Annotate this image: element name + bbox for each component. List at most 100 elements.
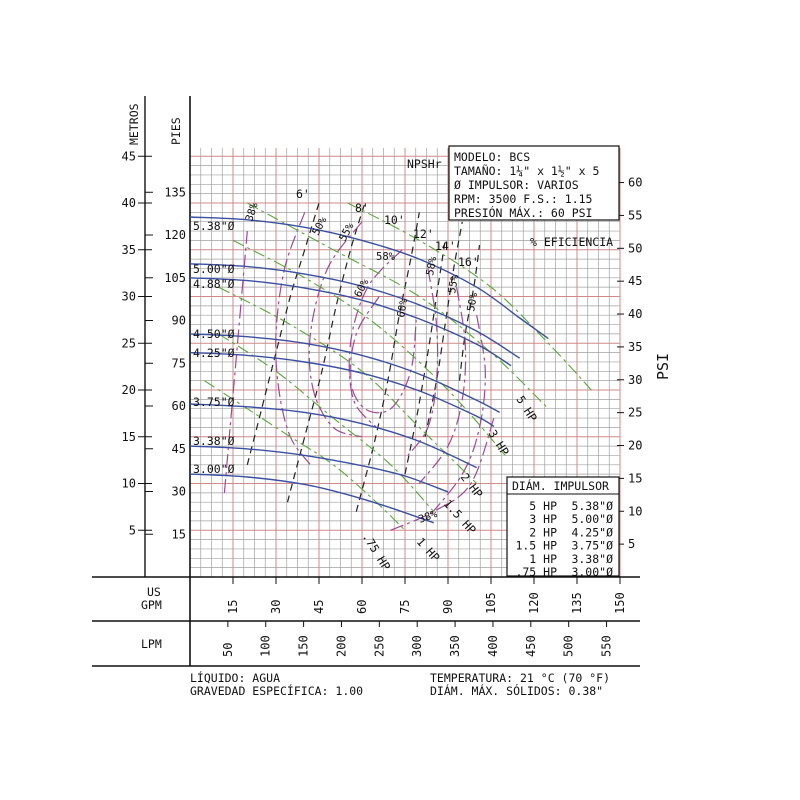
pies-tick-label: 45 — [172, 442, 186, 456]
metros-tick-label: 25 — [122, 336, 136, 350]
pies-axis-title: PIES — [169, 117, 183, 145]
eff-label-50-right: 50% — [465, 291, 480, 312]
impeller-label-425: 4.25"Ø — [193, 346, 235, 360]
impeller-label-450: 4.50"Ø — [193, 327, 235, 341]
info-size: TAMAÑO: 1¼" x 1½" x 5 — [454, 163, 599, 178]
pies-tick-label: 15 — [172, 527, 186, 541]
eff-label-50-top: 50% — [310, 214, 330, 237]
efficiency-curve-3 — [348, 249, 403, 428]
us-gpm-title-1: US — [147, 585, 161, 599]
efficiency-curve-0 — [223, 231, 248, 493]
metros-tick-label: 15 — [122, 430, 136, 444]
impeller-label-338: 3.38"Ø — [193, 434, 235, 448]
legend-rows: 5 HP 5.38"Ø 3 HP 5.00"Ø 2 HP 4.25"Ø 1.5 HP 3.75… — [515, 499, 613, 579]
psi-tick-label: 10 — [628, 504, 642, 518]
impeller-curve-2 — [189, 277, 512, 367]
npsh-label-6: 6' — [296, 187, 310, 201]
legend-diam: 5.38"Ø — [571, 499, 613, 513]
gpm-tick-label: 150 — [613, 592, 627, 614]
model-info-box: MODELO: BCS TAMAÑO: 1¼" x 1½" x 5 Ø IMPU… — [448, 145, 620, 221]
info-model: MODELO: BCS — [454, 150, 530, 164]
chart-frame — [92, 96, 640, 667]
footer-solids: DIÁM. MÁX. SÓLIDOS: 0.38" — [430, 683, 603, 698]
impeller-label-300: 3.00"Ø — [193, 462, 235, 476]
us-gpm-title-2: GPM — [141, 598, 162, 612]
npshr-label: NPSHr — [407, 157, 442, 171]
impeller-label-488: 4.88"Ø — [193, 277, 235, 291]
legend-diam: 4.25"Ø — [571, 525, 613, 539]
axis-ticks: 5 10 15 20 25 30 35 40 45 15 30 45 60 75 90 105 120 135 5 1… — [122, 149, 643, 657]
psi-tick-label: 45 — [628, 274, 642, 288]
metros-axis-title: METROS — [127, 103, 141, 145]
gpm-tick-label: 75 — [398, 600, 412, 614]
psi-tick-label: 15 — [628, 471, 642, 485]
lpm-title: LPM — [141, 637, 162, 651]
psi-tick-label: 60 — [628, 176, 642, 190]
metros-tick-label: 35 — [122, 243, 136, 257]
eff-label-38-top: 38% — [243, 201, 260, 223]
lpm-tick-label: 300 — [410, 635, 424, 657]
metros-tick-label: 45 — [122, 149, 136, 163]
hp-curve-3 — [232, 239, 506, 456]
hp-curve-5 — [347, 202, 592, 391]
psi-tick-label: 20 — [628, 439, 642, 453]
legend-hp: 1.5 HP — [515, 539, 557, 553]
impeller-curve-6 — [189, 445, 449, 493]
impeller-curves — [189, 216, 549, 524]
impeller-curve-1 — [189, 263, 521, 359]
psi-tick-label: 40 — [628, 307, 642, 321]
impeller-legend: DIÁM. IMPULSOR 5 HP 5.38"Ø 3 HP 5.00"Ø 2 HP 4… — [506, 476, 620, 579]
pies-tick-label: 30 — [172, 485, 186, 499]
pies-tick-label: 90 — [172, 314, 186, 328]
hp-curve-1 — [218, 333, 435, 512]
gpm-tick-label: 135 — [570, 592, 584, 614]
gpm-tick-label: 90 — [441, 600, 455, 614]
npsh-label-10: 10' — [384, 213, 405, 227]
metros-tick-label: 20 — [122, 383, 136, 397]
psi-tick-label: 35 — [628, 340, 642, 354]
legend-title: DIÁM. IMPULSOR — [512, 478, 609, 493]
eff-label-58-top: 58% — [376, 251, 396, 263]
efficiency-curve-7 — [424, 315, 486, 522]
impeller-curve-4 — [189, 351, 495, 428]
psi-tick-label: 50 — [628, 241, 642, 255]
lpm-tick-label: 500 — [562, 635, 576, 657]
gpm-tick-label: 15 — [226, 600, 240, 614]
metros-tick-label: 10 — [122, 477, 136, 491]
psi-axis-title: PSI — [654, 353, 672, 380]
gpm-tick-label: 60 — [355, 600, 369, 614]
npsh-label-14: 14' — [435, 239, 456, 253]
lpm-tick-label: 50 — [221, 643, 235, 657]
efficiency-label: % EFICIENCIA — [530, 235, 613, 249]
npshr-curve-0 — [246, 202, 320, 465]
npshr-curve-3 — [404, 240, 446, 475]
eff-label-55-right: 55% — [446, 273, 461, 294]
hp-label-075: .75 HP — [359, 530, 393, 573]
legend-hp: 5 HP — [529, 499, 557, 513]
hp-label-1: 1 HP — [414, 535, 443, 565]
hp-curve-4 — [247, 202, 549, 410]
lpm-tick-label: 550 — [600, 635, 614, 657]
pies-tick-label: 60 — [172, 399, 186, 413]
legend-diam: 3.00"Ø — [571, 565, 613, 579]
lpm-tick-label: 200 — [334, 635, 348, 657]
lpm-tick-label: 400 — [486, 635, 500, 657]
legend-hp: 3 HP — [529, 512, 557, 526]
eff-label-58-right: 58% — [424, 255, 439, 276]
impeller-curve-3 — [189, 333, 500, 414]
hp-label-3: 3 HP — [485, 427, 512, 458]
impeller-curve-7 — [189, 473, 434, 524]
pies-tick-label: 75 — [172, 356, 186, 370]
pies-tick-label: 135 — [164, 185, 186, 199]
impeller-label-538: 5.38"Ø — [193, 219, 235, 233]
pies-tick-label: 105 — [164, 271, 186, 285]
legend-diam: 3.75"Ø — [571, 539, 613, 553]
psi-tick-label: 5 — [628, 537, 635, 551]
lpm-tick-label: 150 — [297, 635, 311, 657]
footer-info: LÍQUIDO: AGUA GRAVEDAD ESPECÍFICA: 1.00 … — [190, 670, 610, 698]
metros-tick-label: 5 — [129, 523, 136, 537]
impeller-label-375: 3.75"Ø — [193, 395, 235, 409]
info-rpm: RPM: 3500 F.S.: 1.15 — [454, 192, 592, 206]
